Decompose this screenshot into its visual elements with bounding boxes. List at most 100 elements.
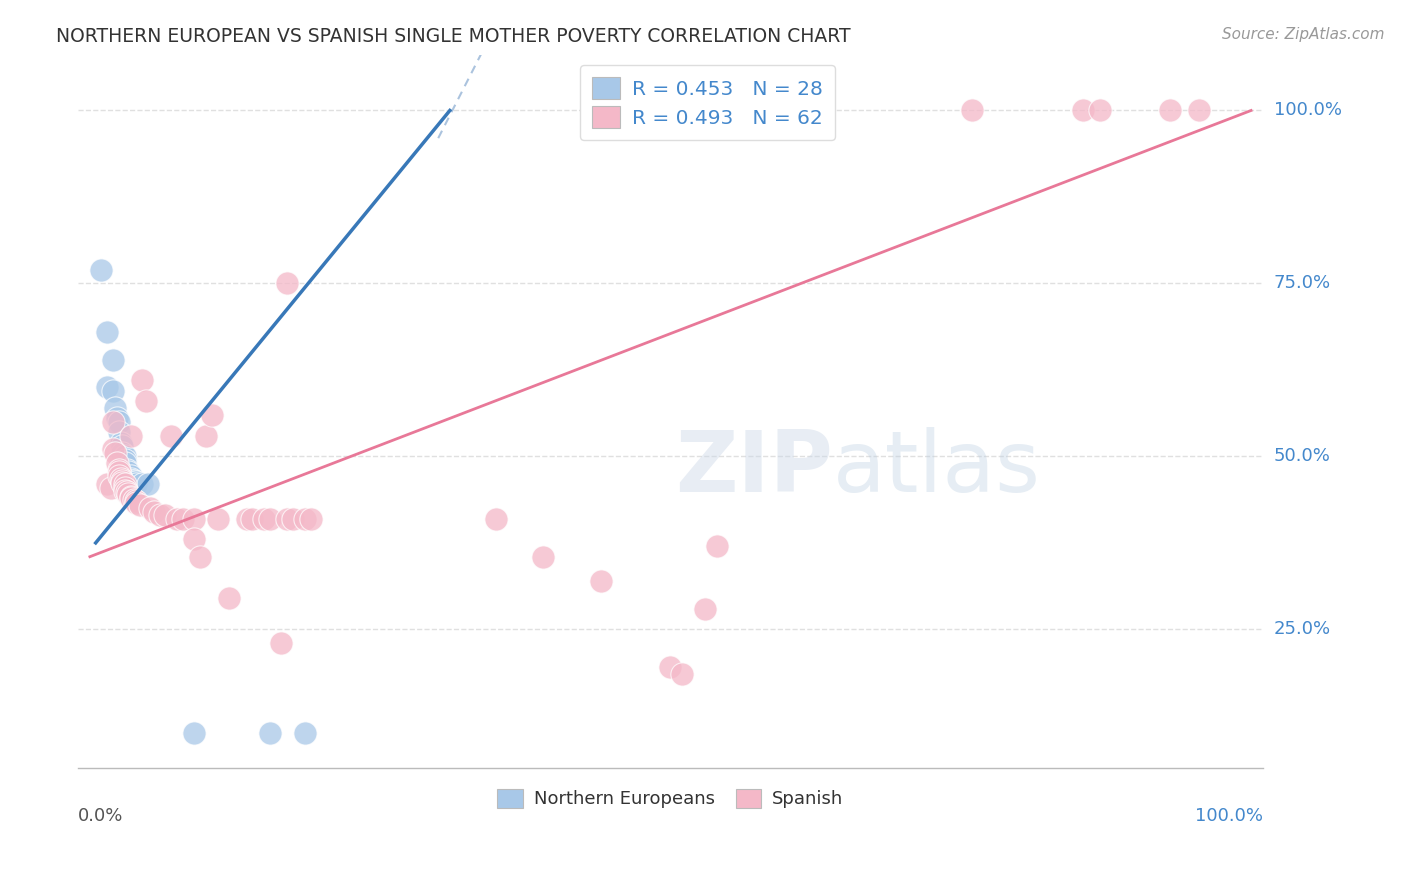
Point [131,373,153,387]
Point [253,511,276,525]
Point [218,591,240,606]
Point [695,601,717,615]
Point [1088,103,1111,118]
Point [299,511,322,525]
Point [659,660,682,674]
Point [195,428,218,442]
Point [671,667,693,681]
Point [105,456,128,470]
Point [100,481,122,495]
Point [108,468,131,483]
Point [110,435,132,450]
Text: ZIP: ZIP [675,426,832,510]
Point [207,511,229,525]
Point [201,408,224,422]
Point [1188,103,1211,118]
Point [120,428,142,442]
Text: 100.0%: 100.0% [1195,807,1263,825]
Point [281,511,304,525]
Point [531,549,554,564]
Point [114,477,136,491]
Point [111,446,134,460]
Point [110,471,132,485]
Point [131,477,153,491]
Point [135,394,157,409]
Point [101,384,124,398]
Point [96,477,118,491]
Text: Source: ZipAtlas.com: Source: ZipAtlas.com [1222,27,1385,42]
Point [1159,103,1181,118]
Point [114,453,136,467]
Point [962,103,984,118]
Point [111,439,134,453]
Point [125,475,148,489]
Point [128,498,150,512]
Point [242,511,264,525]
Point [139,501,162,516]
Point [183,533,205,547]
Point [90,262,112,277]
Point [160,428,183,442]
Point [101,415,124,429]
Point [183,726,205,740]
Point [120,471,142,485]
Point [115,485,138,500]
Point [188,549,211,564]
Text: 50.0%: 50.0% [1274,448,1330,466]
Point [104,401,127,415]
Point [122,493,145,508]
Point [108,463,131,477]
Point [259,726,281,740]
Legend: Northern Europeans, Spanish: Northern Europeans, Spanish [486,778,855,819]
Point [111,475,134,490]
Point [276,511,298,525]
Point [111,474,134,488]
Point [183,511,205,525]
Text: 100.0%: 100.0% [1274,102,1341,120]
Point [270,636,292,650]
Point [105,411,128,425]
Point [235,511,257,525]
Text: atlas: atlas [832,426,1040,510]
Text: NORTHERN EUROPEAN VS SPANISH SINGLE MOTHER POVERTY CORRELATION CHART: NORTHERN EUROPEAN VS SPANISH SINGLE MOTH… [56,27,851,45]
Point [120,468,142,483]
Point [155,508,177,523]
Point [108,415,131,429]
Point [276,277,298,291]
Point [117,487,139,501]
Point [114,481,136,495]
Point [294,726,316,740]
Point [142,505,165,519]
Text: 0.0%: 0.0% [79,807,124,825]
Point [121,474,143,488]
Point [96,325,118,339]
Point [294,511,316,525]
Point [485,511,508,525]
Point [125,477,148,491]
Point [114,483,136,498]
Point [101,442,124,457]
Point [166,511,188,525]
Point [114,450,136,464]
Point [706,539,728,553]
Point [1071,103,1094,118]
Point [114,456,136,470]
Point [122,474,145,488]
Point [96,380,118,394]
Point [120,490,142,504]
Point [589,574,612,588]
Point [125,496,148,510]
Point [104,446,127,460]
Text: 75.0%: 75.0% [1274,275,1331,293]
Point [120,491,142,505]
Point [101,352,124,367]
Point [148,508,170,523]
Point [115,463,138,477]
Point [259,511,281,525]
Point [136,477,159,491]
Text: 25.0%: 25.0% [1274,620,1331,639]
Point [172,511,194,525]
Point [117,465,139,479]
Point [108,425,131,440]
Point [108,465,131,479]
